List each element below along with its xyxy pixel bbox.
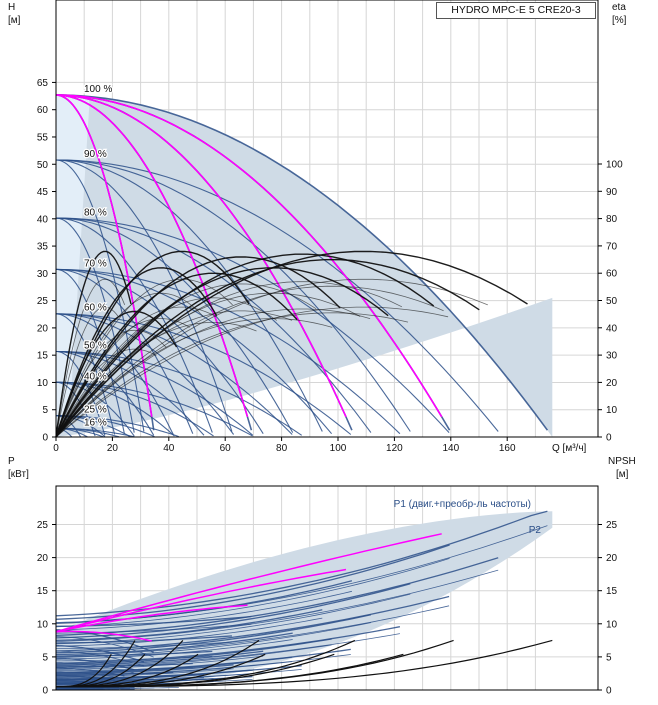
eta-tick-label: 30 [606, 351, 618, 362]
eta-tick-label: 60 [606, 269, 618, 280]
y-tick-label: 30 [37, 269, 49, 280]
y-tick-label: 20 [37, 323, 49, 334]
x-axis-label: Q [м³/ч] [552, 443, 587, 454]
x-tick-label: 120 [386, 443, 403, 454]
npsh-tick-label: 25 [606, 520, 618, 531]
p-tick-label: 25 [37, 520, 49, 531]
speed-label: 50 % [84, 340, 107, 351]
bottom-chart: 0 5 10 15 20 25 0 5 10 15 20 25 P [кВт] NPSH [м] P1 (дви… [8, 456, 636, 697]
eta-tick-label: 80 [606, 214, 618, 225]
eta-tick-label: 50 [606, 296, 618, 307]
y-tick-label: 40 [37, 214, 49, 225]
y-tick-label: 0 [42, 433, 48, 444]
y-tick-label: 25 [37, 296, 49, 307]
npsh-tick-label: 20 [606, 553, 618, 564]
npsh-tick-label: 5 [606, 652, 612, 663]
p-axis-unit: [кВт] [8, 469, 29, 480]
p1-label: P1 (двиг.+преобр-ль частоты) [394, 498, 531, 510]
y-tick-label: 15 [37, 351, 49, 362]
speed-label: 80 % [84, 207, 107, 218]
speed-label: 40 % [84, 371, 107, 382]
eta-tick-label: 0 [606, 433, 612, 444]
eta-axis-unit: [%] [612, 15, 627, 26]
p-tick-label: 5 [42, 652, 48, 663]
eta-tick-label: 70 [606, 241, 618, 252]
speed-label: 90 % [84, 149, 107, 160]
x-tick-label: 100 [330, 443, 347, 454]
y-tick-label: 5 [42, 405, 48, 416]
eta-tick-label: 10 [606, 405, 618, 416]
y-tick-label: 55 [37, 132, 49, 143]
npsh-axis-unit: [м] [616, 469, 629, 480]
p-axis-name: P [8, 456, 15, 467]
eta-tick-label: 100 [606, 160, 623, 171]
y-axis-unit: [м] [8, 15, 21, 26]
npsh-tick-label: 10 [606, 619, 618, 630]
y-tick-label: 60 [37, 105, 49, 116]
speed-label: 60 % [84, 303, 107, 314]
p-tick-label: 0 [42, 686, 48, 697]
y-axis-name: H [8, 2, 15, 13]
top-chart: 0 5 10 15 20 25 30 35 40 45 50 55 60 65 0 10 20 30 40 50 60 7… [8, 0, 627, 454]
eta-tick-label: 90 [606, 187, 618, 198]
y-tick-label: 65 [37, 78, 49, 89]
y-tick-label: 45 [37, 187, 49, 198]
y-tick-label: 35 [37, 242, 49, 253]
eta-tick-label: 20 [606, 378, 618, 389]
x-tick-label: 0 [53, 443, 59, 454]
x-tick-label: 60 [220, 443, 232, 454]
chart-title: HYDRO MPC-E 5 CRE20-3 [436, 2, 596, 19]
x-tick-label: 80 [276, 443, 288, 454]
speed-label: 70 % [84, 259, 107, 270]
eta-tick-label: 40 [606, 323, 618, 334]
x-tick-label: 40 [163, 443, 175, 454]
x-tick-label: 160 [499, 443, 516, 454]
y-tick-label: 10 [37, 378, 49, 389]
speed-label: 16 % [84, 417, 107, 428]
eta-axis-name: eta [612, 2, 626, 13]
speed-label: 25 % [84, 405, 107, 416]
npsh-axis-name: NPSH [608, 456, 636, 467]
speed-label: 100 % [84, 84, 112, 95]
p-tick-label: 15 [37, 586, 49, 597]
x-tick-label: 20 [107, 443, 119, 454]
p2-label: P2 [529, 525, 542, 536]
y-tick-label: 50 [37, 160, 49, 171]
npsh-tick-label: 15 [606, 586, 618, 597]
x-tick-label: 140 [442, 443, 459, 454]
p-tick-label: 10 [37, 619, 49, 630]
npsh-tick-label: 0 [606, 686, 612, 697]
p-tick-label: 20 [37, 553, 49, 564]
